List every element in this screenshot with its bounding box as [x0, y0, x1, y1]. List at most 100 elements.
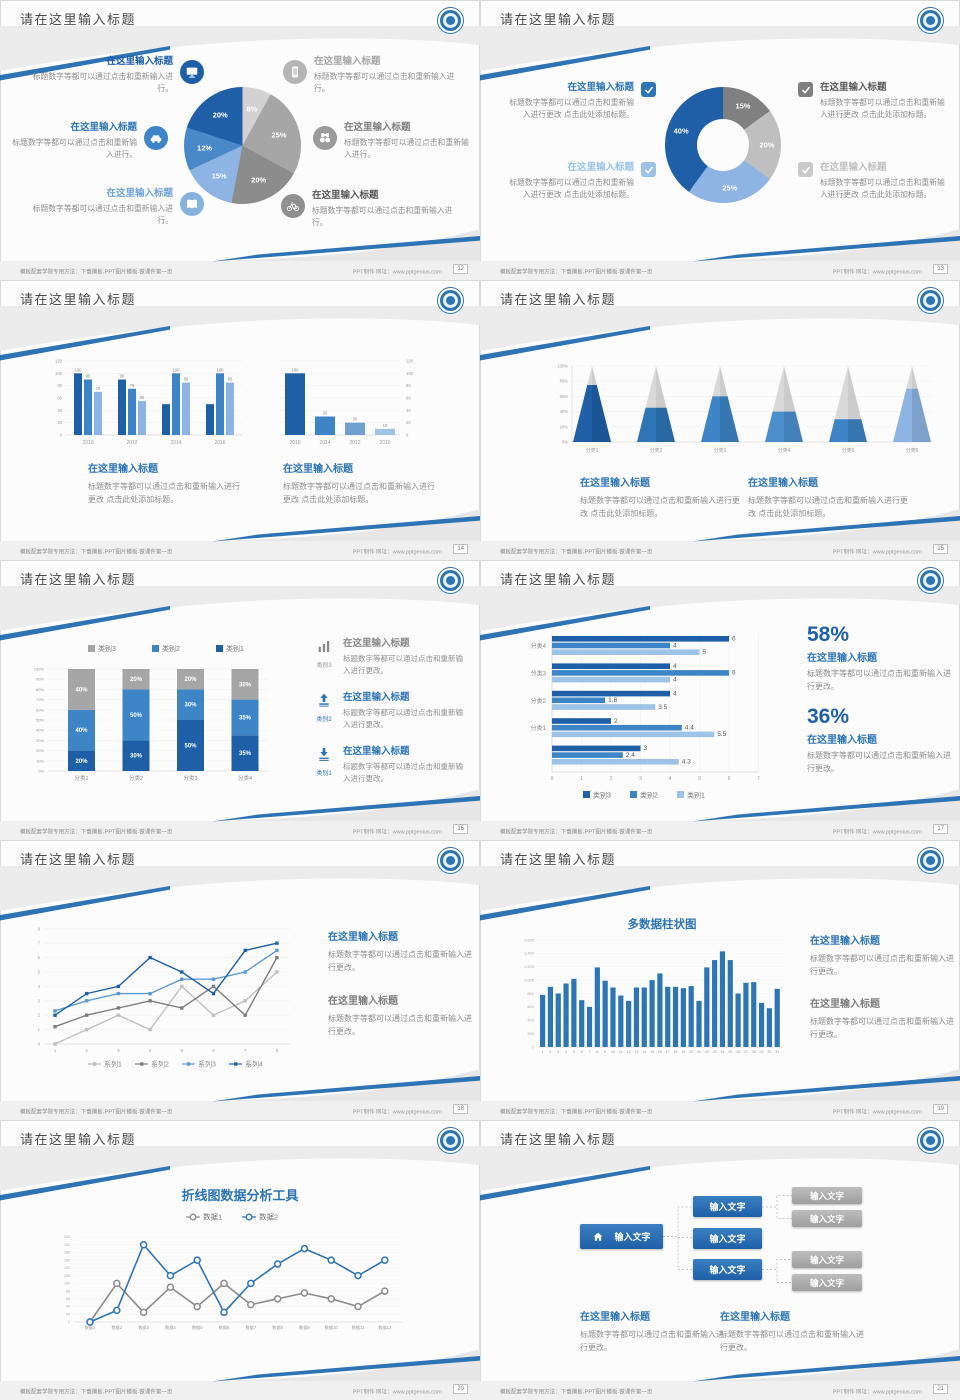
slide-page-15[interactable]: 请在这里输入标题 模板配套学院专用方法：下载模板-PPT图片模板-做课件第一页 PP…	[480, 280, 960, 560]
svg-text:数据10: 数据10	[325, 1324, 339, 1331]
slide-decoration	[0, 866, 480, 1120]
callout-title: 在这里输入标题	[820, 82, 887, 93]
svg-text:10: 10	[383, 423, 388, 428]
slide-page-20[interactable]: 请在这里输入标题 模板配套学院专用方法：下载模板-PPT图片模板-做课件第一页 PP…	[0, 1120, 480, 1400]
slide-content: 输入文字 输入文字 输入文字 输入文字 输入文字 输入文字 输入文字 输入文字 在这里输入标题标…	[480, 1120, 960, 1400]
svg-text:分类6: 分类6	[906, 447, 919, 454]
slide-page-16[interactable]: 请在这里输入标题 模板配套学院专用方法：下载模板-PPT图片模板-做课件第一页 PP…	[0, 560, 480, 840]
svg-text:100%: 100%	[557, 364, 568, 369]
slide-content: 0 1 2 3 4 5 6 7 8 1 2 3 4 5 6 7 8 系列1 系列2 系列3 系列4 在这里输入标题 标题数字…	[0, 840, 480, 1120]
tree-leaf-box: 输入文字	[792, 1210, 862, 1227]
tree-leaf-box: 输入文字	[792, 1251, 862, 1268]
upload-icon	[319, 693, 329, 707]
footer-url-text: PPT制作 网址：www.pptgenius.com	[833, 269, 922, 276]
callout: 在这里输入标题 标题数字等都可以通过点击和重新输入进行。	[28, 188, 204, 228]
callout-text: 在这里输入标题 标题数字等都可以通过点击和重新输入进行。	[28, 188, 173, 228]
svg-text:80%: 80%	[560, 379, 569, 384]
svg-text:19: 19	[681, 1050, 685, 1054]
stat-block: 36% 在这里输入标题 标题数字等都可以通过点击和重新输入进行更改。	[807, 706, 952, 776]
callout-body: 标题数字等都可以通过点击和重新输入进行。	[344, 138, 469, 160]
svg-text:30: 30	[323, 411, 328, 416]
icon-caption: 类别1	[316, 771, 332, 777]
svg-text:75: 75	[130, 383, 135, 388]
svg-text:类别2: 类别2	[162, 644, 180, 653]
icon-column: 类别2	[313, 692, 335, 723]
pie-slice-label: 15%	[211, 171, 227, 181]
svg-text:2: 2	[86, 1048, 89, 1053]
tree-leaf-box: 输入文字	[792, 1187, 862, 1204]
footer-url-text: PPT制作 网址：www.pptgenius.com	[833, 1389, 922, 1396]
svg-text:100: 100	[173, 367, 181, 372]
page-number: 15	[933, 544, 948, 554]
callout-body: 标题数字等都可以通过点击和重新输入进行更改 点击此处添加标题。	[509, 178, 634, 200]
text-block-title: 在这里输入标题	[720, 1312, 790, 1323]
donut-slice-label: 40%	[673, 126, 689, 136]
slide-page-12[interactable]: 请在这里输入标题 模板配套学院专用方法：下载模板-PPT图片模板-做课件第一页 PP…	[0, 0, 480, 280]
svg-text:数据7: 数据7	[245, 1324, 256, 1331]
svg-text:120: 120	[55, 359, 63, 364]
slide-footer: 模板配套学院专用方法：下载模板-PPT图片模板-做课件第一页 PPT制作 网址：w…	[480, 821, 960, 840]
icon-callout: 类别2 在这里输入标题 标题数字等都可以通过点击和重新输入进行更改。	[313, 692, 473, 731]
footer-url-text: PPT制作 网址：www.pptgenius.com	[353, 269, 442, 276]
tree-connectors	[663, 1195, 792, 1283]
slide-page-19[interactable]: 请在这里输入标题 模板配套学院专用方法：下载模板-PPT图片模板-做课件第一页 PP…	[480, 840, 960, 1120]
page-number: 21	[933, 1384, 948, 1394]
callout-icon-circle	[281, 194, 305, 218]
svg-text:1: 1	[54, 1048, 57, 1053]
svg-text:分类1: 分类1	[586, 447, 599, 454]
svg-text:100: 100	[217, 367, 225, 372]
callout: 在这里输入标题 标题数字等都可以通过点击和重新输入进行更改 点击此处添加标题。	[508, 82, 656, 122]
slide-page-13[interactable]: 请在这里输入标题 模板配套学院专用方法：下载模板-PPT图片模板-做课件第一页 PP…	[480, 0, 960, 280]
svg-text:3: 3	[639, 776, 642, 782]
callout-body: 标题数字等都可以通过点击和重新输入进行更改。	[343, 708, 463, 729]
slide-decoration	[480, 1146, 960, 1400]
donut-hole	[697, 119, 749, 171]
slide-page-17[interactable]: 请在这里输入标题 模板配套学院专用方法：下载模板-PPT图片模板-做课件第一页 PP…	[480, 560, 960, 840]
svg-text:5: 5	[698, 776, 701, 782]
callout-body: 标题数字等都可以通过点击和重新输入进行。	[314, 72, 455, 94]
slide-content: 8% 25% 20% 15% 12% 20% 在这里输入标题 标题数字等都可以通过点击和重新输…	[0, 0, 480, 280]
svg-text:90: 90	[86, 374, 91, 379]
svg-text:2: 2	[610, 776, 613, 782]
text-block-body: 标题数字等都可以通过点击和重新输入进行更改。	[328, 950, 472, 973]
callout-text: 在这里输入标题 标题数字等都可以通过点击和重新输入进行。	[6, 122, 137, 162]
svg-text:分类1: 分类1	[74, 774, 88, 782]
svg-text:1,400: 1,400	[524, 951, 535, 956]
callout-body: 标题数字等都可以通过点击和重新输入进行。	[32, 72, 173, 94]
callout-body: 标题数字等都可以通过点击和重新输入进行更改 点击此处添加标题。	[509, 98, 634, 120]
svg-text:20%: 20%	[560, 424, 569, 429]
slide-page-21[interactable]: 请在这里输入标题模板配套学院专用方法：下载模板-PPT图片模板-做课件第一页 PP…	[480, 1120, 960, 1400]
svg-text:分类4: 分类4	[778, 447, 791, 454]
svg-text:40: 40	[57, 408, 62, 413]
callout-title: 在这里输入标题	[314, 56, 381, 67]
page-number: 13	[933, 264, 948, 274]
svg-text:14: 14	[642, 1050, 646, 1054]
svg-text:120: 120	[406, 359, 414, 364]
slide-title: 请在这里输入标题	[500, 1132, 617, 1147]
text-block-title: 在这里输入标题	[580, 478, 650, 489]
slide-page-18[interactable]: 请在这里输入标题 模板配套学院专用方法：下载模板-PPT图片模板-做课件第一页 PP…	[0, 840, 480, 1120]
footer-left-text: 模板配套学院专用方法：下载模板-PPT图片模板-做课件第一页	[500, 1389, 653, 1396]
checkbox-icon	[641, 162, 656, 177]
text-block-title: 在这里输入标题	[580, 1312, 650, 1323]
svg-text:23: 23	[713, 1050, 717, 1054]
home-icon	[593, 1232, 603, 1241]
footer-left-text: 模板配套学院专用方法：下载模板-PPT图片模板-做课件第一页	[500, 549, 653, 556]
svg-text:系列2: 系列2	[151, 1059, 169, 1068]
svg-text:4: 4	[149, 1048, 152, 1053]
svg-text:80: 80	[57, 383, 62, 388]
page-number: 14	[453, 544, 468, 554]
svg-text:200: 200	[64, 1243, 70, 1247]
svg-text:分类3: 分类3	[531, 669, 547, 677]
svg-text:分类3: 分类3	[183, 774, 197, 782]
callout-text: 在这里输入标题 标题数字等都可以通过点击和重新输入进行更改 点击此处添加标题。	[820, 162, 946, 202]
svg-text:100: 100	[406, 371, 414, 376]
svg-text:50%: 50%	[36, 718, 44, 723]
svg-text:数据9: 数据9	[299, 1324, 310, 1331]
slide-page-14[interactable]: 请在这里输入标题 模板配套学院专用方法：下载模板-PPT图片模板-做课件第一页 PP…	[0, 280, 480, 560]
text-block-title: 在这里输入标题	[328, 996, 398, 1007]
slide-title: 请在这里输入标题	[20, 1132, 137, 1147]
svg-text:11: 11	[619, 1050, 623, 1054]
text-block: 在这里输入标题 标题数字等都可以通过点击和重新输入进行更改。	[810, 932, 958, 978]
svg-text:4.3: 4.3	[682, 759, 691, 766]
